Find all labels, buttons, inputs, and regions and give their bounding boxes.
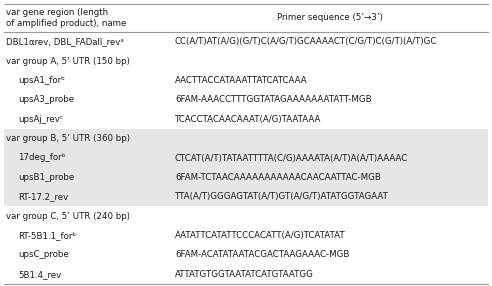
- Text: DBL1αrev, DBL_FADall_revᵃ: DBL1αrev, DBL_FADall_revᵃ: [6, 37, 124, 46]
- Bar: [4, 168, 488, 187]
- Bar: [4, 148, 488, 168]
- Text: CC(A/T)AT(A/G)(G/T)C(A/G/T)GCAAAACT(C/G/T)C(G/T)(A/T)GC: CC(A/T)AT(A/G)(G/T)C(A/G/T)GCAAAACT(C/G/…: [175, 37, 437, 46]
- Text: TTA(A/T)GGGAGTAT(A/T)GT(A/G/T)ATATGGTAGAAT: TTA(A/T)GGGAGTAT(A/T)GT(A/G/T)ATATGGTAGA…: [175, 192, 389, 201]
- Bar: [4, 187, 488, 206]
- Bar: [4, 245, 488, 265]
- Text: RT-17.2_rev: RT-17.2_rev: [18, 192, 68, 201]
- Text: 5B1.4_rev: 5B1.4_rev: [18, 270, 61, 279]
- Bar: [4, 32, 488, 51]
- Bar: [4, 51, 488, 71]
- Text: 6FAM-AAACCTTTGGTATAGAAAAAAATATT-MGB: 6FAM-AAACCTTTGGTATAGAAAAAAATATT-MGB: [175, 95, 371, 104]
- Text: var group A, 5’ UTR (150 bp): var group A, 5’ UTR (150 bp): [6, 57, 130, 65]
- Bar: [4, 90, 488, 110]
- Bar: [4, 71, 488, 90]
- Text: var gene region (length: var gene region (length: [6, 8, 108, 17]
- Bar: [4, 110, 488, 129]
- Text: CTCAT(A/T)TATAATTTTA(C/G)AAAATA(A/T)A(A/T)AAAAC: CTCAT(A/T)TATAATTTTA(C/G)AAAATA(A/T)A(A/…: [175, 154, 408, 162]
- Bar: [4, 226, 488, 245]
- Bar: [4, 206, 488, 226]
- Text: upsB1_probe: upsB1_probe: [18, 173, 74, 182]
- Text: TCACCTACAACAAAT(A/G)TAATAAA: TCACCTACAACAAAT(A/G)TAATAAA: [175, 115, 321, 124]
- Text: var group C, 5’ UTR (240 bp): var group C, 5’ UTR (240 bp): [6, 212, 130, 221]
- Text: AATATTCATATTCCCACATT(A/G)TCATATAT: AATATTCATATTCCCACATT(A/G)TCATATAT: [175, 231, 345, 240]
- Text: upsAj_revᶜ: upsAj_revᶜ: [18, 115, 63, 124]
- Text: upsA3_probe: upsA3_probe: [18, 95, 74, 104]
- Text: 17deg_forᵇ: 17deg_forᵇ: [18, 154, 65, 162]
- Text: Primer sequence (5’→3’): Primer sequence (5’→3’): [277, 13, 382, 23]
- Text: 6FAM-TCTAACAAAAAAAAAAACAACAATTAC-MGB: 6FAM-TCTAACAAAAAAAAAAACAACAATTAC-MGB: [175, 173, 381, 182]
- Text: of amplified product), name: of amplified product), name: [6, 19, 126, 28]
- Text: AACTTACCATAAATTATCATCAAA: AACTTACCATAAATTATCATCAAA: [175, 76, 308, 85]
- Text: RT-5B1.1_forᵇ: RT-5B1.1_forᵇ: [18, 231, 76, 240]
- Bar: [4, 129, 488, 148]
- Bar: [4, 265, 488, 284]
- Text: 6FAM-ACATATAATACGACTAAGAAAC-MGB: 6FAM-ACATATAATACGACTAAGAAAC-MGB: [175, 251, 349, 259]
- Text: var group B, 5’ UTR (360 bp): var group B, 5’ UTR (360 bp): [6, 134, 130, 143]
- Text: ATTATGTGGTAATATCATGTAATGG: ATTATGTGGTAATATCATGTAATGG: [175, 270, 314, 279]
- Text: upsC_probe: upsC_probe: [18, 251, 69, 259]
- Text: upsA1_forᵇ: upsA1_forᵇ: [18, 76, 65, 85]
